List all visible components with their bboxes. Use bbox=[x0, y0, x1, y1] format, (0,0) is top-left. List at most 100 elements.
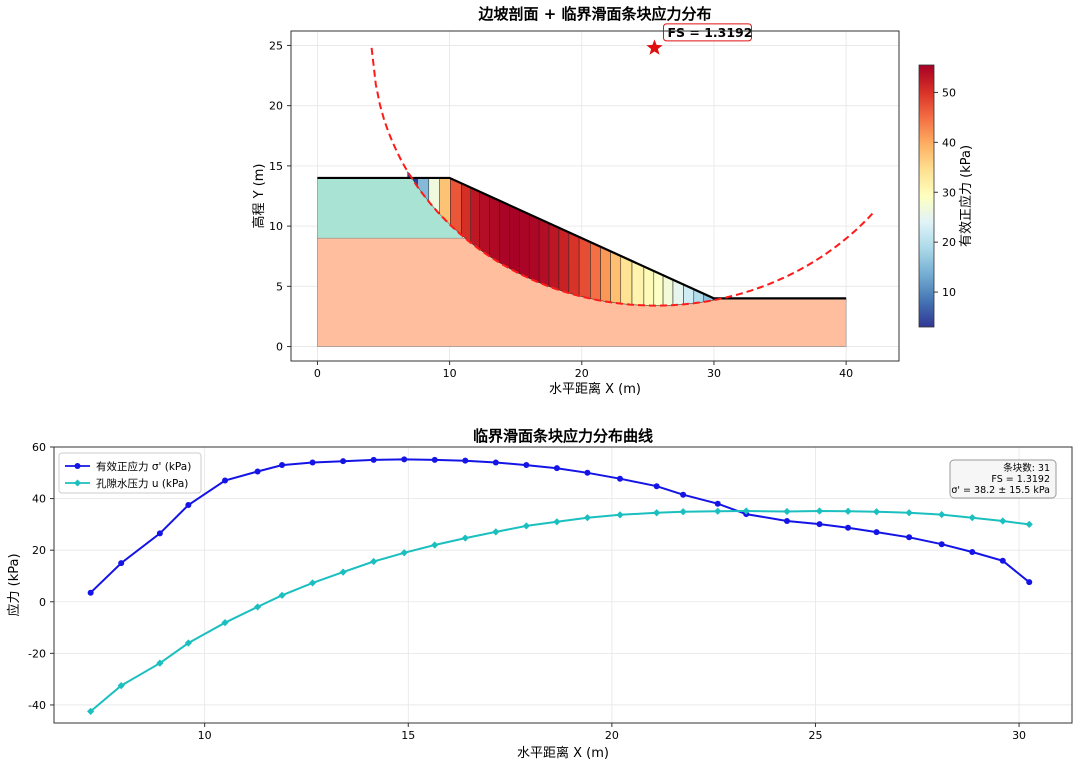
data-point-pore bbox=[184, 639, 192, 647]
data-point-pore bbox=[461, 534, 469, 542]
data-point-sigma bbox=[584, 469, 591, 476]
data-point-pore bbox=[87, 707, 95, 715]
data-point-pore bbox=[938, 510, 946, 519]
profile-y-tick-label: 25 bbox=[269, 39, 283, 52]
stats-sigma: σ' = 38.2 ± 15.5 kPa bbox=[951, 485, 1050, 496]
data-point-pore bbox=[583, 514, 592, 522]
slice bbox=[578, 236, 591, 299]
data-point-pore bbox=[872, 508, 881, 516]
slice bbox=[600, 246, 611, 303]
data-point-sigma bbox=[87, 589, 94, 596]
data-point-pore bbox=[783, 507, 791, 516]
data-point-pore bbox=[278, 591, 286, 599]
data-point-pore bbox=[339, 568, 347, 576]
series bbox=[87, 456, 1033, 715]
profile-x-tick-label: 0 bbox=[314, 367, 321, 380]
colorbar-tick-label: 30 bbox=[942, 186, 956, 199]
data-point-sigma bbox=[309, 459, 316, 466]
profile-y-tick-label: 0 bbox=[276, 341, 283, 354]
profile-y-axis-label: 高程 Y (m) bbox=[251, 163, 267, 228]
slice bbox=[489, 195, 500, 264]
data-point-pore bbox=[117, 681, 125, 690]
data-point-sigma bbox=[118, 560, 125, 567]
data-point-pore bbox=[400, 549, 408, 557]
data-point-sigma bbox=[523, 462, 530, 469]
data-point-sigma bbox=[279, 462, 286, 469]
profile-x-tick-label: 30 bbox=[707, 367, 721, 380]
data-point-sigma bbox=[462, 457, 469, 464]
colorbar bbox=[918, 64, 935, 328]
stats-box-frame bbox=[949, 459, 1057, 499]
data-point-pore bbox=[844, 507, 852, 515]
slice bbox=[558, 227, 570, 294]
colorbar-tick-label: 10 bbox=[942, 286, 956, 299]
series-line-sigma bbox=[89, 458, 1030, 594]
slice bbox=[519, 209, 530, 279]
stress-y-tick-label: 0 bbox=[39, 596, 46, 609]
colorbar-tick-label: 40 bbox=[942, 136, 956, 149]
data-point-sigma bbox=[617, 475, 624, 482]
slice bbox=[528, 213, 540, 284]
profile-x-tick-label: 40 bbox=[839, 367, 853, 380]
data-point-sigma bbox=[492, 459, 499, 466]
critical-slip-circle bbox=[370, 47, 874, 307]
profile-chart-title: 边坡剖面 + 临界滑面条块应力分布 bbox=[477, 5, 711, 23]
fs-annotation-text: FS = 1.3192 bbox=[667, 25, 752, 40]
stress-x-tick-label: 10 bbox=[198, 729, 212, 742]
data-point-pore bbox=[553, 518, 561, 526]
data-point-sigma bbox=[185, 502, 192, 509]
data-point-pore bbox=[714, 507, 722, 515]
profile-x-tick-label: 20 bbox=[575, 367, 589, 380]
data-point-sigma bbox=[553, 465, 560, 472]
data-point-pore bbox=[522, 522, 530, 530]
slice bbox=[568, 231, 580, 297]
series-sigma bbox=[87, 456, 1033, 596]
stress-axes-frame bbox=[53, 446, 1073, 724]
slice bbox=[631, 260, 645, 306]
data-point-pore bbox=[815, 507, 824, 515]
slice bbox=[470, 187, 480, 251]
data-point-sigma bbox=[254, 468, 261, 475]
slice bbox=[590, 241, 601, 301]
slice bbox=[643, 266, 655, 306]
stats-slice-count: 条块数: 31 bbox=[1003, 462, 1050, 474]
stress-x-tick-label: 15 bbox=[401, 729, 415, 742]
data-point-sigma bbox=[816, 521, 823, 528]
legend: 有效正应力 σ' (kPa) 孔隙水压力 u (kPa) bbox=[58, 452, 202, 494]
stress-x-tick-label: 25 bbox=[808, 729, 822, 742]
data-point-sigma bbox=[431, 456, 438, 463]
stats-fs: FS = 1.3192 bbox=[991, 474, 1050, 485]
slice bbox=[653, 270, 664, 306]
data-point-pore bbox=[653, 509, 661, 517]
data-point-pore bbox=[492, 528, 500, 536]
ground-surface-line bbox=[317, 176, 847, 300]
data-point-pore bbox=[679, 508, 687, 516]
stress-y-tick-label: -40 bbox=[28, 699, 46, 712]
data-point-pore bbox=[370, 557, 378, 566]
data-point-sigma bbox=[401, 456, 408, 463]
data-point-sigma bbox=[873, 529, 880, 536]
profile-chart: 边坡剖面 + 临界滑面条块应力分布 FS = 1.3192 0 10 20 30 40 0… bbox=[251, 5, 974, 397]
fs-annotation-box bbox=[662, 23, 752, 42]
stress-x-tick-label: 20 bbox=[605, 729, 619, 742]
stress-y-axis-label: 应力 (kPa) bbox=[6, 553, 22, 616]
legend-label-sigma: 有效正应力 σ' (kPa) bbox=[96, 460, 191, 473]
data-point-sigma bbox=[340, 458, 347, 465]
slice bbox=[620, 255, 633, 305]
data-point-pore bbox=[968, 514, 976, 522]
legend-box bbox=[58, 452, 202, 494]
slice bbox=[509, 204, 520, 275]
series-pore bbox=[87, 507, 1033, 715]
slice bbox=[479, 191, 490, 257]
legend-marker-sigma bbox=[74, 463, 81, 469]
data-point-pore bbox=[308, 579, 317, 587]
data-point-sigma bbox=[222, 477, 229, 484]
stress-y-tick-label: 60 bbox=[32, 441, 46, 454]
data-point-pore bbox=[254, 603, 262, 611]
data-point-sigma bbox=[370, 456, 377, 463]
profile-y-tick-label: 20 bbox=[269, 100, 283, 113]
series-line-pore bbox=[89, 509, 1030, 713]
data-point-pore bbox=[221, 619, 229, 627]
data-point-sigma bbox=[680, 491, 687, 498]
